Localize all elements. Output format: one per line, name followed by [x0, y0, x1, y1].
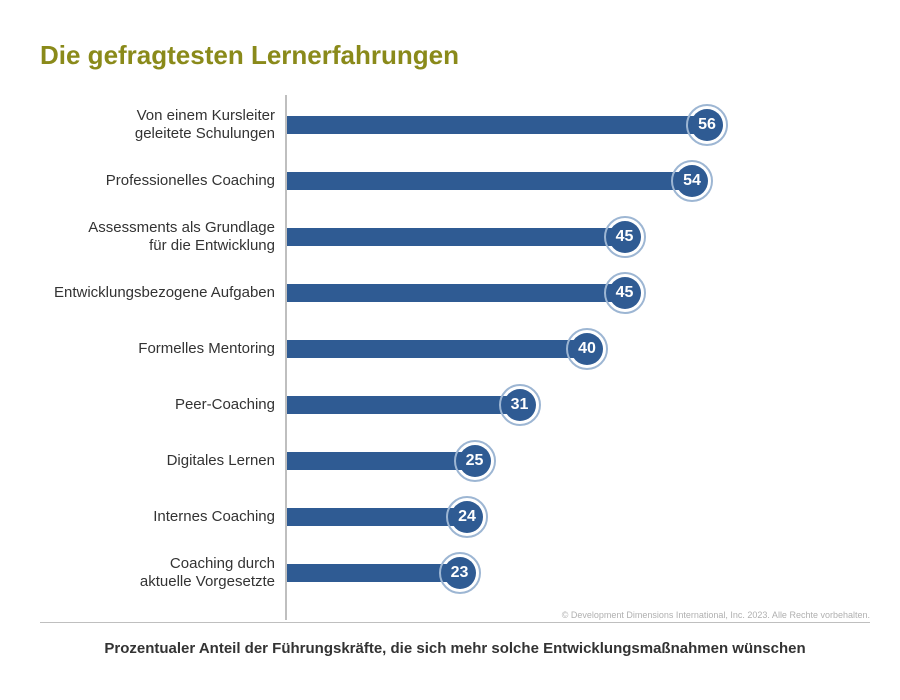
bar-row: Peer-Coaching 31: [40, 385, 870, 425]
bar-row: Coaching durchaktuelle Vorgesetzte 23: [40, 553, 870, 593]
bar-rect: [287, 228, 625, 246]
copyright-text: © Development Dimensions International, …: [562, 610, 870, 620]
bar-label: Von einem Kursleitergeleitete Schulungen: [40, 107, 275, 143]
bar-label: Peer-Coaching: [40, 396, 275, 414]
bar-row: Entwicklungsbezogene Aufgaben 45: [40, 273, 870, 313]
bar-row: Von einem Kursleitergeleitete Schulungen…: [40, 105, 870, 145]
bar-label: Entwicklungsbezogene Aufgaben: [40, 284, 275, 302]
value-badge: 25: [459, 445, 491, 477]
x-axis-caption: Prozentualer Anteil der Führungskräfte, …: [40, 640, 870, 657]
bar-row: Internes Coaching 24: [40, 497, 870, 537]
bar-label: Assessments als Grundlagefür die Entwick…: [40, 219, 275, 255]
bar-label: Professionelles Coaching: [40, 172, 275, 190]
value-badge: 54: [676, 165, 708, 197]
bar-label: Coaching durchaktuelle Vorgesetzte: [40, 555, 275, 591]
bar-rect: [287, 396, 520, 414]
bar-chart: Von einem Kursleitergeleitete Schulungen…: [40, 95, 870, 620]
bar-label: Formelles Mentoring: [40, 340, 275, 358]
bar-row: Professionelles Coaching 54: [40, 161, 870, 201]
value-badge: 31: [504, 389, 536, 421]
bar-rect: [287, 172, 692, 190]
bar-rect: [287, 452, 475, 470]
bar-row: Digitales Lernen 25: [40, 441, 870, 481]
bar-rect: [287, 508, 467, 526]
value-badge: 23: [444, 557, 476, 589]
baseline-rule: [40, 622, 870, 623]
bar-row: Assessments als Grundlagefür die Entwick…: [40, 217, 870, 257]
bar-rect: [287, 284, 625, 302]
value-badge: 45: [609, 221, 641, 253]
value-badge: 45: [609, 277, 641, 309]
bar-label: Digitales Lernen: [40, 452, 275, 470]
bar-rect: [287, 340, 587, 358]
bar-label: Internes Coaching: [40, 508, 275, 526]
chart-title: Die gefragtesten Lernerfahrungen: [40, 40, 459, 71]
bar-rect: [287, 116, 707, 134]
value-badge: 56: [691, 109, 723, 141]
bar-row: Formelles Mentoring 40: [40, 329, 870, 369]
value-badge: 24: [451, 501, 483, 533]
value-badge: 40: [571, 333, 603, 365]
bar-rect: [287, 564, 460, 582]
